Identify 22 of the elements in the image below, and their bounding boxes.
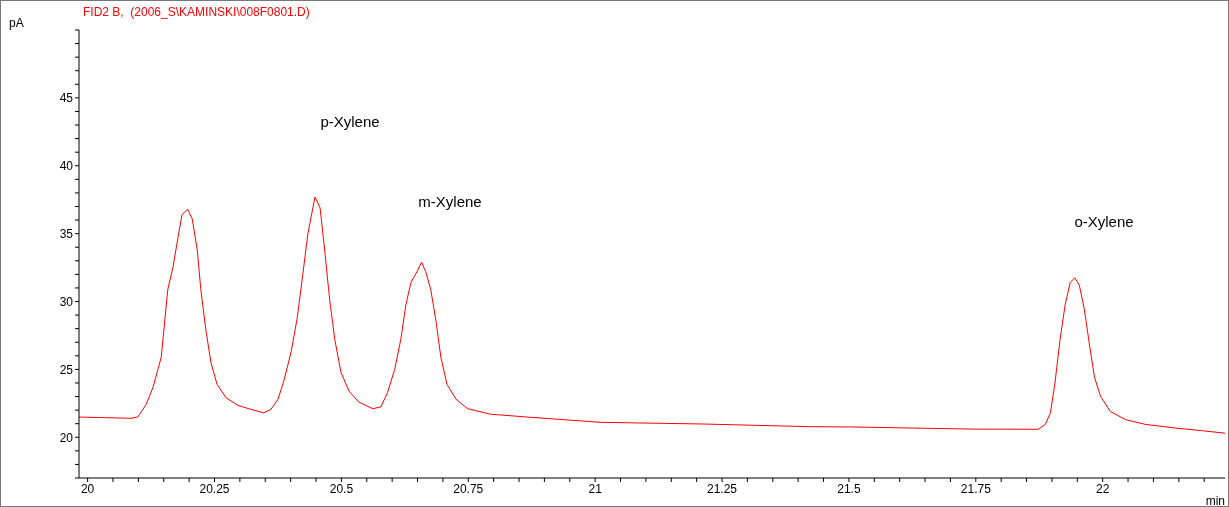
x-tick-label: 21: [588, 481, 603, 496]
x-tick-label: 21.25: [707, 481, 738, 496]
annotation: m-Xylene: [418, 192, 482, 210]
x-axis-title: min: [1205, 494, 1225, 507]
y-tick-label: 25: [59, 362, 74, 377]
y-axis-title: pA: [9, 15, 24, 30]
x-tick-label: 22: [1096, 481, 1110, 496]
x-tick-label: 20.25: [199, 481, 230, 496]
y-tick-label: 35: [59, 226, 74, 241]
y-tick-label: 30: [59, 294, 74, 309]
y-tick-label: 20: [59, 430, 74, 445]
annotation: p-Xylene: [320, 112, 380, 130]
x-tick-label: 21.75: [960, 481, 992, 496]
y-tick-label: 45: [59, 91, 74, 106]
x-tick-label: 21.5: [837, 481, 861, 496]
annotation: o-Xylene: [1074, 212, 1134, 230]
line-series: [79, 196, 1225, 434]
x-tick-label: 20.5: [329, 481, 354, 496]
x-tick-label: 20: [80, 481, 95, 496]
y-tick-label: 40: [59, 159, 74, 174]
chart-title: FID2 B, (2006_S\KAMINSKI\008F0801.D): [83, 5, 310, 19]
x-tick-label: 20.75: [453, 481, 484, 496]
